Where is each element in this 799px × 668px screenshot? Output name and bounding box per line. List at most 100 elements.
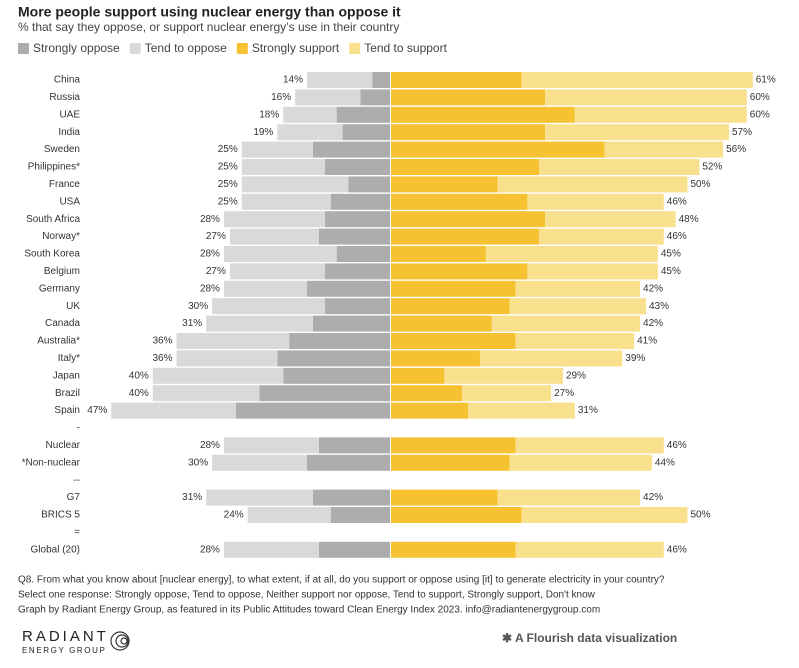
oppose-total-label: 25%	[218, 144, 238, 155]
oppose-total-label: 28%	[200, 214, 220, 225]
support-total-label: 48%	[679, 214, 699, 225]
bar-segment	[391, 385, 463, 402]
bar-segment	[391, 106, 575, 123]
oppose-total-label: 16%	[271, 92, 291, 103]
bar-segment	[391, 367, 445, 384]
support-total-label: 46%	[667, 544, 687, 555]
bar-segment	[295, 89, 361, 106]
bar-segment	[306, 72, 373, 88]
legend-swatch	[18, 43, 29, 54]
bar-segment	[545, 124, 730, 141]
category-label: Belgium	[44, 266, 80, 277]
oppose-total-label: 40%	[129, 370, 149, 381]
oppose-total-label: 19%	[253, 127, 273, 138]
bar-segment	[515, 437, 664, 454]
bar-segment	[391, 298, 510, 315]
category-label: UAE	[59, 109, 80, 120]
category-label: Global (20)	[31, 544, 80, 555]
support-total-label: 27%	[554, 388, 574, 399]
bar-segment	[391, 454, 510, 471]
support-total-label: 46%	[667, 231, 687, 242]
bar-segment	[330, 193, 390, 210]
oppose-total-label: 40%	[129, 388, 149, 399]
oppose-total-label: 31%	[182, 318, 202, 329]
bar-segment	[521, 72, 753, 88]
legend-label: Strongly support	[252, 41, 340, 55]
bar-segment	[391, 228, 540, 245]
bar-segment	[223, 211, 325, 228]
chart-title: More people support using nuclear energy…	[18, 4, 401, 20]
bar-segment	[235, 402, 390, 419]
category-label: South Korea	[24, 249, 80, 260]
bar-segment	[391, 350, 480, 367]
category-label: France	[49, 179, 81, 190]
bar-segment	[277, 350, 390, 367]
chart-subtitle: % that say they oppose, or support nucle…	[18, 20, 399, 34]
support-total-label: 42%	[643, 492, 663, 503]
bar-segment	[391, 263, 528, 280]
bar-segment	[152, 385, 260, 402]
bar-segment	[324, 298, 390, 315]
bar-segment	[206, 315, 313, 332]
bar-segment	[391, 141, 605, 158]
bar-segment	[306, 280, 390, 297]
bar-segment	[545, 211, 676, 228]
oppose-total-label: 31%	[182, 492, 202, 503]
category-label: Germany	[39, 283, 80, 294]
category-label: *Non-nuclear	[22, 457, 81, 468]
oppose-total-label: 28%	[200, 283, 220, 294]
legend-label: Tend to support	[364, 41, 447, 55]
oppose-total-label: 14%	[283, 75, 303, 86]
oppose-total-label: 25%	[218, 162, 238, 173]
bar-segment	[223, 437, 319, 454]
category-label: Italy*	[58, 353, 80, 364]
oppose-total-label: 25%	[218, 196, 238, 207]
bar-segment	[497, 489, 641, 506]
bar-segment	[283, 367, 390, 384]
category-label: Spain	[54, 405, 80, 416]
category-label: G7	[67, 492, 81, 503]
support-total-label: 29%	[566, 370, 586, 381]
bar-segment	[241, 176, 349, 193]
bar-segment	[479, 350, 623, 367]
bar-segment	[391, 159, 540, 175]
bar-segment	[152, 367, 284, 384]
category-label: Nuclear	[46, 440, 81, 451]
bar-segment	[462, 385, 552, 402]
category-label: Brazil	[55, 388, 80, 399]
bar-segment	[391, 333, 516, 349]
bar-segment	[336, 246, 390, 262]
oppose-total-label: 28%	[200, 440, 220, 451]
bar-segment	[229, 228, 319, 245]
category-label: India	[58, 127, 80, 138]
bar-segment	[574, 106, 747, 123]
bar-segment	[206, 489, 313, 506]
bar-segment	[330, 507, 390, 523]
bar-segment	[324, 159, 390, 175]
oppose-total-label: 28%	[200, 544, 220, 555]
oppose-total-label: 36%	[153, 353, 173, 364]
legend-swatch	[236, 43, 248, 54]
support-total-label: 45%	[661, 266, 681, 277]
bar-segment	[277, 124, 343, 141]
bar-segment	[223, 246, 337, 262]
credit: A Flourish data visualization	[515, 631, 677, 645]
bar-segment	[312, 315, 390, 332]
bar-segment	[391, 176, 498, 193]
bar-segment	[247, 507, 331, 523]
oppose-total-label: 24%	[224, 510, 244, 521]
category-label: Norway*	[42, 231, 80, 242]
bar-segment	[318, 228, 390, 245]
support-total-label: 41%	[637, 336, 657, 347]
bar-segment	[539, 159, 700, 175]
bar-segment	[391, 89, 546, 106]
bar-segment	[545, 89, 747, 106]
category-label: Russia	[49, 92, 80, 103]
bar-segment	[306, 454, 390, 471]
category-label: Australia*	[37, 336, 80, 347]
support-total-label: 42%	[643, 283, 663, 294]
legend-label: Tend to oppose	[145, 41, 227, 55]
category-label: --	[73, 475, 80, 486]
bar-segment	[468, 402, 575, 419]
logo-name: RADIANT	[22, 628, 109, 645]
